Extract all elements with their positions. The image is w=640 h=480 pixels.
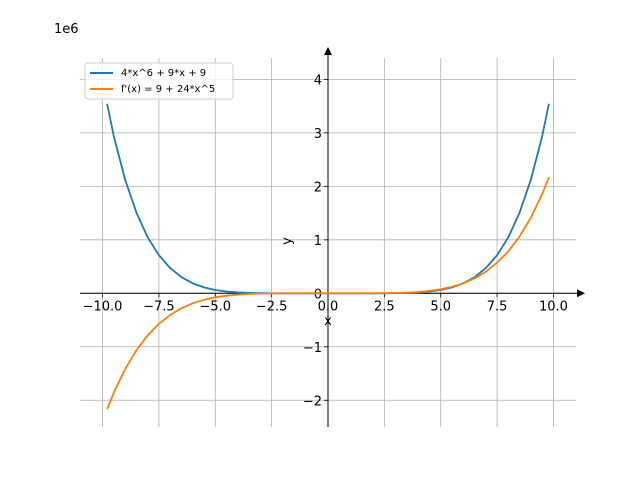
x-tick-label: −7.5 bbox=[143, 299, 175, 314]
legend-frame bbox=[84, 62, 234, 100]
y-tick-label: 4 bbox=[314, 73, 322, 88]
x-tick-label: 2.5 bbox=[374, 299, 395, 314]
x-tick-label: 5.0 bbox=[430, 299, 451, 314]
y-ticks: −2 −1 0 1 2 3 4 bbox=[303, 73, 328, 409]
x-tick-label: 0.0 bbox=[318, 299, 339, 314]
y-tick-label: −2 bbox=[303, 394, 322, 409]
x-axis-label: x bbox=[324, 314, 332, 329]
y-tick-label: 1 bbox=[314, 234, 322, 249]
x-tick-label: −2.5 bbox=[256, 299, 288, 314]
x-tick-label: −10.0 bbox=[83, 299, 123, 314]
legend: 4*x^6 + 9*x + 9 f'(x) = 9 + 24*x^5 bbox=[84, 62, 234, 100]
legend-label-series-1: 4*x^6 + 9*x + 9 bbox=[121, 68, 206, 79]
series-lines bbox=[106, 103, 550, 410]
y-axis-arrow bbox=[324, 47, 332, 55]
x-tick-label: 10.0 bbox=[539, 299, 568, 314]
y-tick-label: 2 bbox=[314, 180, 322, 195]
series-line-2 bbox=[106, 176, 550, 410]
x-ticks: −10.0 −7.5 −5.0 −2.5 0.0 2.5 5.0 7.5 10.0 bbox=[83, 293, 568, 314]
y-axis-multiplier-label: 1e6 bbox=[54, 22, 79, 37]
y-tick-label: 3 bbox=[314, 127, 322, 142]
y-axis-label: y bbox=[280, 237, 295, 245]
legend-label-series-2: f'(x) = 9 + 24*x^5 bbox=[121, 84, 215, 95]
x-axis-arrow bbox=[577, 289, 585, 298]
x-tick-label: −5.0 bbox=[199, 299, 231, 314]
x-tick-label: 7.5 bbox=[487, 299, 508, 314]
y-tick-label: −1 bbox=[303, 341, 322, 356]
y-tick-label: 0 bbox=[314, 287, 322, 302]
